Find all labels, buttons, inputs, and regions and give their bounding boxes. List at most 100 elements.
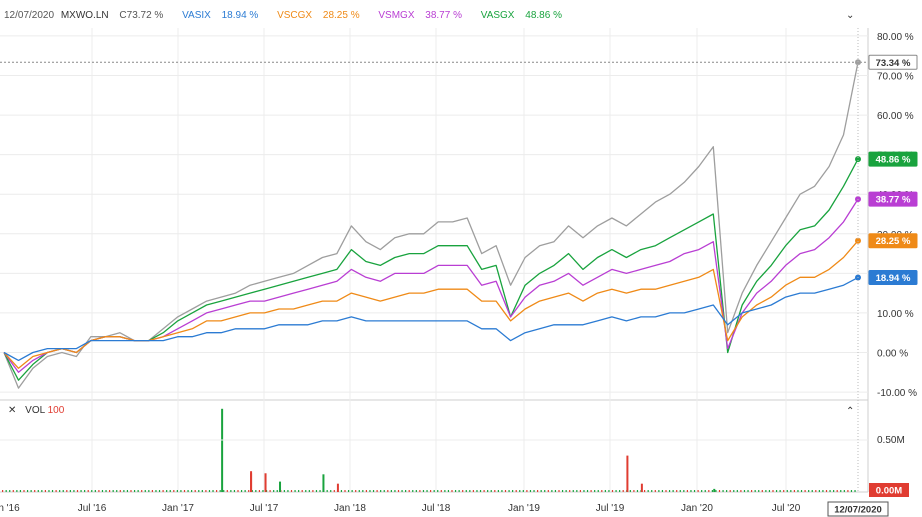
volume-bar-small — [166, 490, 168, 492]
volume-bar-small — [137, 490, 139, 492]
volume-bar-small — [34, 490, 36, 492]
volume-bar-small — [372, 490, 375, 492]
series-line-vasix[interactable] — [3, 277, 859, 362]
volume-bar-small — [422, 490, 425, 492]
legend-item-vscgx[interactable]: VSCGX 28.25 % — [277, 10, 360, 21]
volume-bar-small — [176, 490, 178, 492]
volume-bar-small — [380, 490, 382, 492]
volume-bar-small — [693, 490, 696, 492]
volume-bar-small — [315, 490, 318, 492]
volume-bar-small — [440, 490, 442, 492]
chevron-up-icon[interactable]: ⌃ — [846, 406, 855, 417]
volume-bar-small — [98, 490, 100, 492]
volume-bar-small — [273, 490, 275, 492]
volume-bar-small — [515, 490, 517, 492]
legend-date: 12/07/2020 — [4, 10, 55, 21]
volume-bar-small — [158, 490, 161, 492]
volume-bar-small — [430, 490, 432, 492]
volume-bar — [322, 474, 325, 492]
volume-bar-small — [779, 490, 781, 492]
volume-bar-small — [344, 490, 346, 492]
volume-bar-small — [708, 490, 710, 492]
volume-bar-small — [66, 490, 68, 492]
volume-bar-small — [651, 490, 653, 492]
volume-bar-small — [30, 490, 32, 492]
volume-bar-small — [736, 490, 738, 492]
y-tick-label: 60.00 % — [877, 111, 914, 122]
volume-bar-small — [654, 490, 656, 492]
y-tick-label: 0.00 % — [877, 349, 908, 360]
volume-bar-small — [572, 490, 574, 492]
volume-bar — [279, 481, 282, 492]
volume-bar-small — [80, 490, 82, 492]
volume-bar-small — [576, 490, 578, 492]
volume-bar-small — [679, 490, 681, 492]
volume-bar-small — [611, 490, 614, 492]
volume-bar-small — [793, 490, 795, 492]
legend-item-mxwo[interactable]: MXWO.LN C73.72 % — [60, 10, 164, 21]
volume-bar-small — [119, 490, 121, 492]
volume-bar-small — [308, 490, 310, 492]
volume-bar-small — [59, 490, 61, 492]
volume-bar-small — [433, 490, 435, 492]
volume-bar-small — [772, 490, 774, 492]
volume-bar-small — [205, 490, 207, 492]
close-icon[interactable]: ✕ — [8, 405, 17, 416]
chevron-down-icon[interactable]: ⌄ — [846, 10, 855, 21]
volume-bar-small — [629, 490, 631, 492]
volume-bar-small — [497, 490, 499, 492]
x-tick-label: n '16 — [0, 503, 20, 514]
volume-bar-small — [569, 490, 571, 492]
volume-bar-small — [665, 490, 667, 492]
value-badge-label: 38.77 % — [876, 195, 911, 206]
volume-bar-small — [476, 490, 478, 492]
volume-bar-small — [312, 490, 314, 492]
volume-bar-small — [365, 490, 367, 492]
volume-bar-small — [800, 490, 803, 492]
volume-bar-small — [347, 490, 350, 492]
legend-item-vasix[interactable]: VASIX 18.94 % — [182, 10, 259, 21]
volume-bar-small — [775, 490, 778, 492]
volume-bar-small — [722, 490, 724, 492]
volume-bar-small — [412, 490, 414, 492]
volume-bar-small — [426, 490, 428, 492]
volume-bar-small — [226, 490, 228, 492]
volume-bar-small — [333, 490, 335, 492]
series-end-point-vasgx — [855, 156, 861, 163]
legend-item-vsmgx[interactable]: VSMGX 38.77 % — [378, 10, 462, 21]
volume-bar-small — [565, 490, 567, 492]
volume-bar-small — [126, 490, 129, 492]
y-tick-label: 10.00 % — [877, 309, 914, 320]
volume-bar-small — [376, 490, 378, 492]
value-badge-label: 73.34 % — [876, 58, 911, 69]
legend-item-vasgx[interactable]: VASGX 48.86 % — [480, 10, 562, 21]
y-tick-label: 80.00 % — [877, 32, 914, 43]
volume-bar-small — [415, 490, 417, 492]
volume-bar-small — [854, 490, 856, 492]
volume-bar — [250, 473, 253, 492]
volume-bar-small — [512, 490, 514, 492]
volume-bar-small — [644, 490, 646, 492]
volume-bar-small — [51, 490, 54, 492]
volume-bar-small — [112, 490, 114, 492]
volume-bar-small — [487, 490, 489, 492]
volume-bar-small — [465, 490, 467, 492]
volume-bar-small — [258, 490, 260, 492]
volume-bar-small — [590, 490, 592, 492]
volume-bar-small — [815, 490, 817, 492]
volume-bar-small — [276, 490, 278, 492]
x-tick-label: Jul '18 — [422, 503, 451, 514]
volume-bar-small — [358, 490, 360, 492]
volume-bar-small — [16, 490, 18, 492]
volume-bar-small — [718, 490, 721, 492]
volume-bar-small — [690, 490, 692, 492]
volume-bar-small — [319, 490, 321, 492]
x-tick-label: Jan '19 — [508, 503, 540, 514]
volume-bar-small — [233, 490, 236, 492]
volume-bar-small — [91, 490, 93, 492]
volume-bar-small — [508, 490, 510, 492]
volume-bar-small — [383, 490, 385, 492]
volume-bar — [626, 455, 629, 492]
volume-bar-small — [183, 490, 186, 492]
